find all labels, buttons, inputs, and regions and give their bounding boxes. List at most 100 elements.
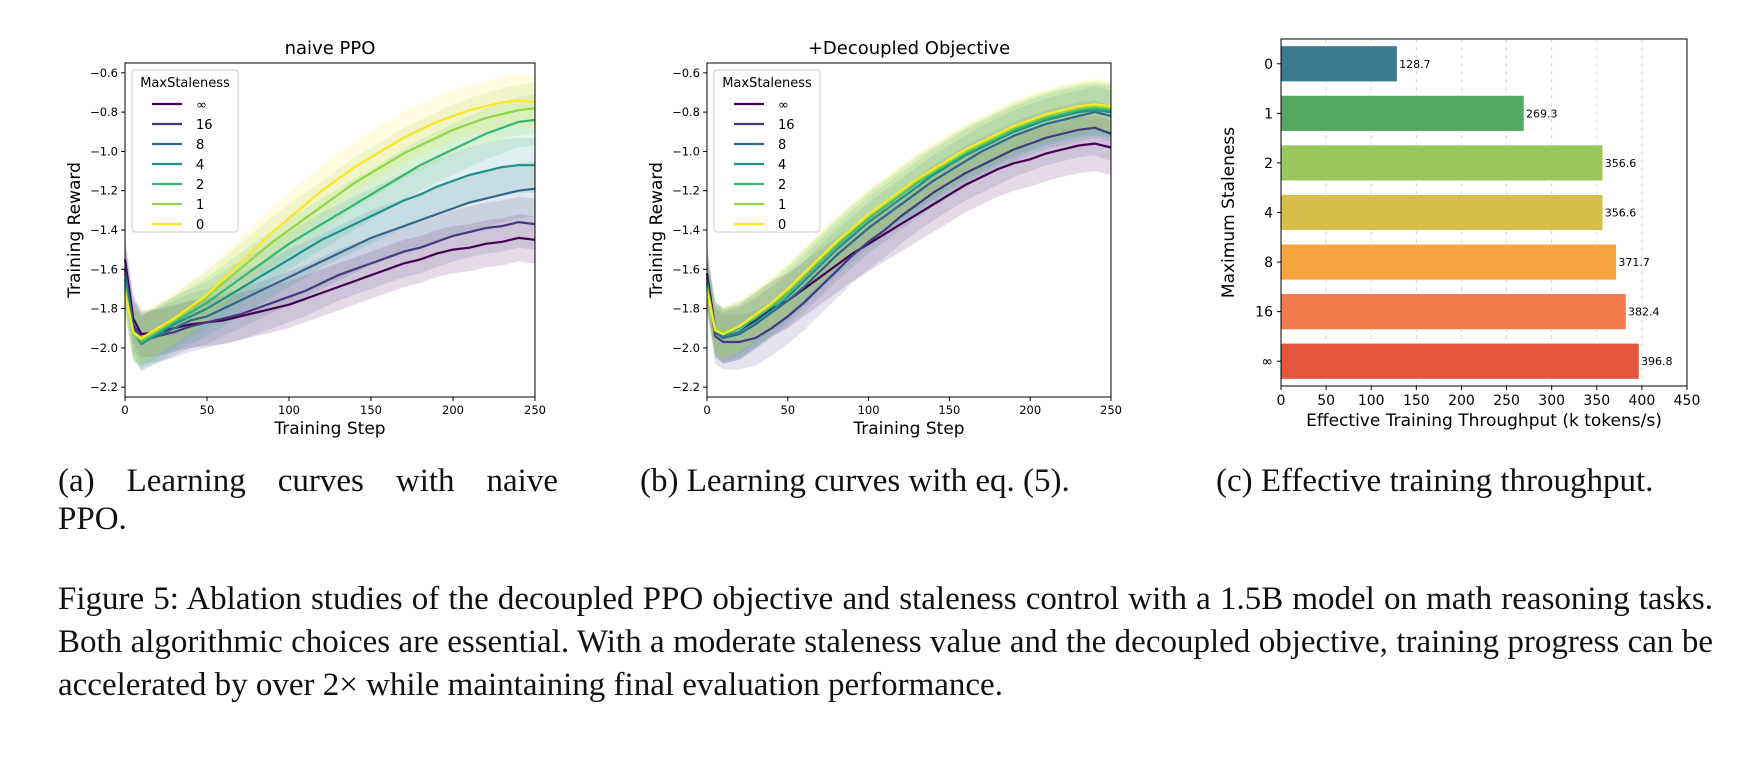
- y-tick-label: −2.2: [90, 380, 118, 394]
- y-tick-label: −1.8: [90, 302, 118, 316]
- bar-value-label-5: 382.4: [1628, 306, 1660, 319]
- legend-label-0: ∞: [778, 98, 789, 113]
- x-tick-label: 150: [938, 403, 960, 417]
- bar-1: [1280, 95, 1525, 132]
- bar-2: [1280, 144, 1603, 182]
- y-tick-label: −2.0: [672, 341, 700, 355]
- y-tick-label: −0.8: [90, 105, 118, 119]
- shaded-band-5: [707, 80, 1111, 358]
- y-axis-label: Maximum Staleness: [1219, 127, 1239, 298]
- shaded-band-1: [707, 100, 1111, 370]
- figure-caption: Figure 5: Ablation studies of the decoup…: [58, 581, 1713, 703]
- y-axis-label: Training Reward: [647, 162, 667, 299]
- y-axis-label: Training Reward: [65, 162, 85, 299]
- bar-value-label-2: 356.6: [1605, 157, 1637, 170]
- legend-label-5: 1: [778, 198, 786, 213]
- legend-label-3: 4: [196, 158, 204, 173]
- bar-3: [1280, 194, 1603, 231]
- x-tick-label: 0: [1277, 393, 1286, 409]
- line-chart-0: 0 50 100 150 200 250 −2.2 −2.0 −1.8 −1.6 −1.4 −1.2 −…: [65, 38, 546, 439]
- legend-label-6: 0: [196, 218, 204, 233]
- subcaption-a: (a) Learning curves with naive PPO.: [58, 462, 558, 538]
- bar-value-label-1: 269.3: [1526, 107, 1558, 120]
- y-tick-label: −0.6: [672, 66, 700, 80]
- legend: MaxStaleness ∞ 16 8 4 2 1 0: [713, 69, 821, 233]
- subcaption-a-line2: PPO.: [58, 501, 127, 537]
- series-line-6: [123, 99, 536, 340]
- x-tick-label: 100: [858, 403, 880, 417]
- legend-label-2: 8: [196, 138, 204, 153]
- series-line-5: [123, 107, 536, 342]
- y-tick-label-3: 4: [1264, 206, 1273, 222]
- x-tick-label: 0: [121, 403, 128, 417]
- shaded-band-6: [125, 74, 535, 364]
- chart-title: naive PPO: [285, 38, 376, 59]
- plot-frame: [1280, 38, 1688, 387]
- bar-value-label-3: 356.6: [1605, 207, 1637, 220]
- x-tick-label: 450: [1674, 393, 1701, 409]
- line-chart-1: 0 50 100 150 200 250 −2.2 −2.0 −1.8 −1.6 −1.4 −1.2 −…: [647, 38, 1122, 439]
- series-line-3: [123, 164, 535, 346]
- x-tick-label: 100: [278, 403, 300, 417]
- y-tick-label: −1.6: [90, 262, 118, 276]
- y-tick-label-0: 0: [1264, 57, 1273, 73]
- x-tick-label: 50: [780, 403, 795, 417]
- y-tick-label: −1.8: [672, 302, 700, 316]
- legend-label-3: 4: [778, 158, 786, 173]
- series-line-0: [705, 142, 1112, 338]
- y-tick-label-2: 2: [1264, 156, 1273, 172]
- legend-box: [713, 69, 821, 233]
- bar-chart-2: 128.7 0 269.3 1 356.6 2 356.6 4 371.7 8 382.4 16 396…: [1219, 38, 1701, 431]
- series-line-0: [123, 236, 536, 336]
- legend-label-1: 16: [778, 118, 795, 133]
- shaded-band-5: [125, 82, 535, 366]
- legend-label-2: 8: [778, 138, 786, 153]
- x-axis-label: Effective Training Throughput (k tokens/…: [1306, 411, 1662, 431]
- x-axis-label: Training Step: [273, 419, 385, 439]
- shaded-band-4: [125, 94, 535, 368]
- y-tick-label-4: 8: [1264, 255, 1273, 271]
- chart-title: +Decoupled Objective: [808, 38, 1010, 59]
- series-line-4: [123, 118, 536, 344]
- series-line-1: [123, 221, 536, 340]
- subcaption-a-line1: (a) Learning curves with naive: [58, 463, 558, 499]
- y-tick-label: −1.0: [672, 144, 700, 158]
- bar-value-label-4: 371.7: [1618, 256, 1650, 269]
- shaded-band-6: [707, 78, 1111, 360]
- series-line-1: [705, 126, 1112, 344]
- x-tick-label: 150: [1403, 393, 1430, 409]
- x-tick-label: 250: [1493, 393, 1520, 409]
- x-tick-label: 0: [703, 403, 710, 417]
- bar-6: [1280, 343, 1640, 380]
- bar-0: [1280, 45, 1398, 82]
- x-tick-label: 50: [200, 403, 215, 417]
- x-tick-label: 300: [1538, 393, 1565, 409]
- y-tick-label: −1.4: [672, 223, 700, 237]
- y-tick-label: −2.2: [672, 380, 700, 394]
- series-line-2: [705, 110, 1112, 340]
- legend-label-1: 16: [196, 118, 213, 133]
- y-tick-label: −1.0: [90, 144, 118, 158]
- series-line-2: [123, 187, 536, 344]
- bar-value-label-6: 396.8: [1641, 355, 1673, 368]
- x-tick-label: 200: [1019, 403, 1041, 417]
- x-tick-label: 150: [360, 403, 382, 417]
- shaded-band-2: [707, 86, 1111, 364]
- y-tick-label: −1.2: [90, 184, 118, 198]
- subcaption-b: (b) Learning curves with eq. (5).: [640, 463, 1070, 499]
- legend-label-6: 0: [778, 218, 786, 233]
- shaded-band-0: [125, 214, 535, 358]
- x-tick-label: 350: [1583, 393, 1610, 409]
- y-tick-label-5: 16: [1255, 305, 1273, 321]
- y-tick-label: −1.4: [90, 223, 118, 237]
- series-line-4: [705, 107, 1112, 336]
- x-tick-label: 200: [1448, 393, 1475, 409]
- legend-title: MaxStaleness: [722, 76, 812, 91]
- x-tick-label: 250: [524, 403, 546, 417]
- y-tick-label-1: 1: [1264, 106, 1273, 122]
- series-line-6: [705, 103, 1112, 336]
- bar-4: [1280, 243, 1617, 281]
- x-tick-label: 100: [1358, 393, 1385, 409]
- legend-title: MaxStaleness: [140, 76, 230, 91]
